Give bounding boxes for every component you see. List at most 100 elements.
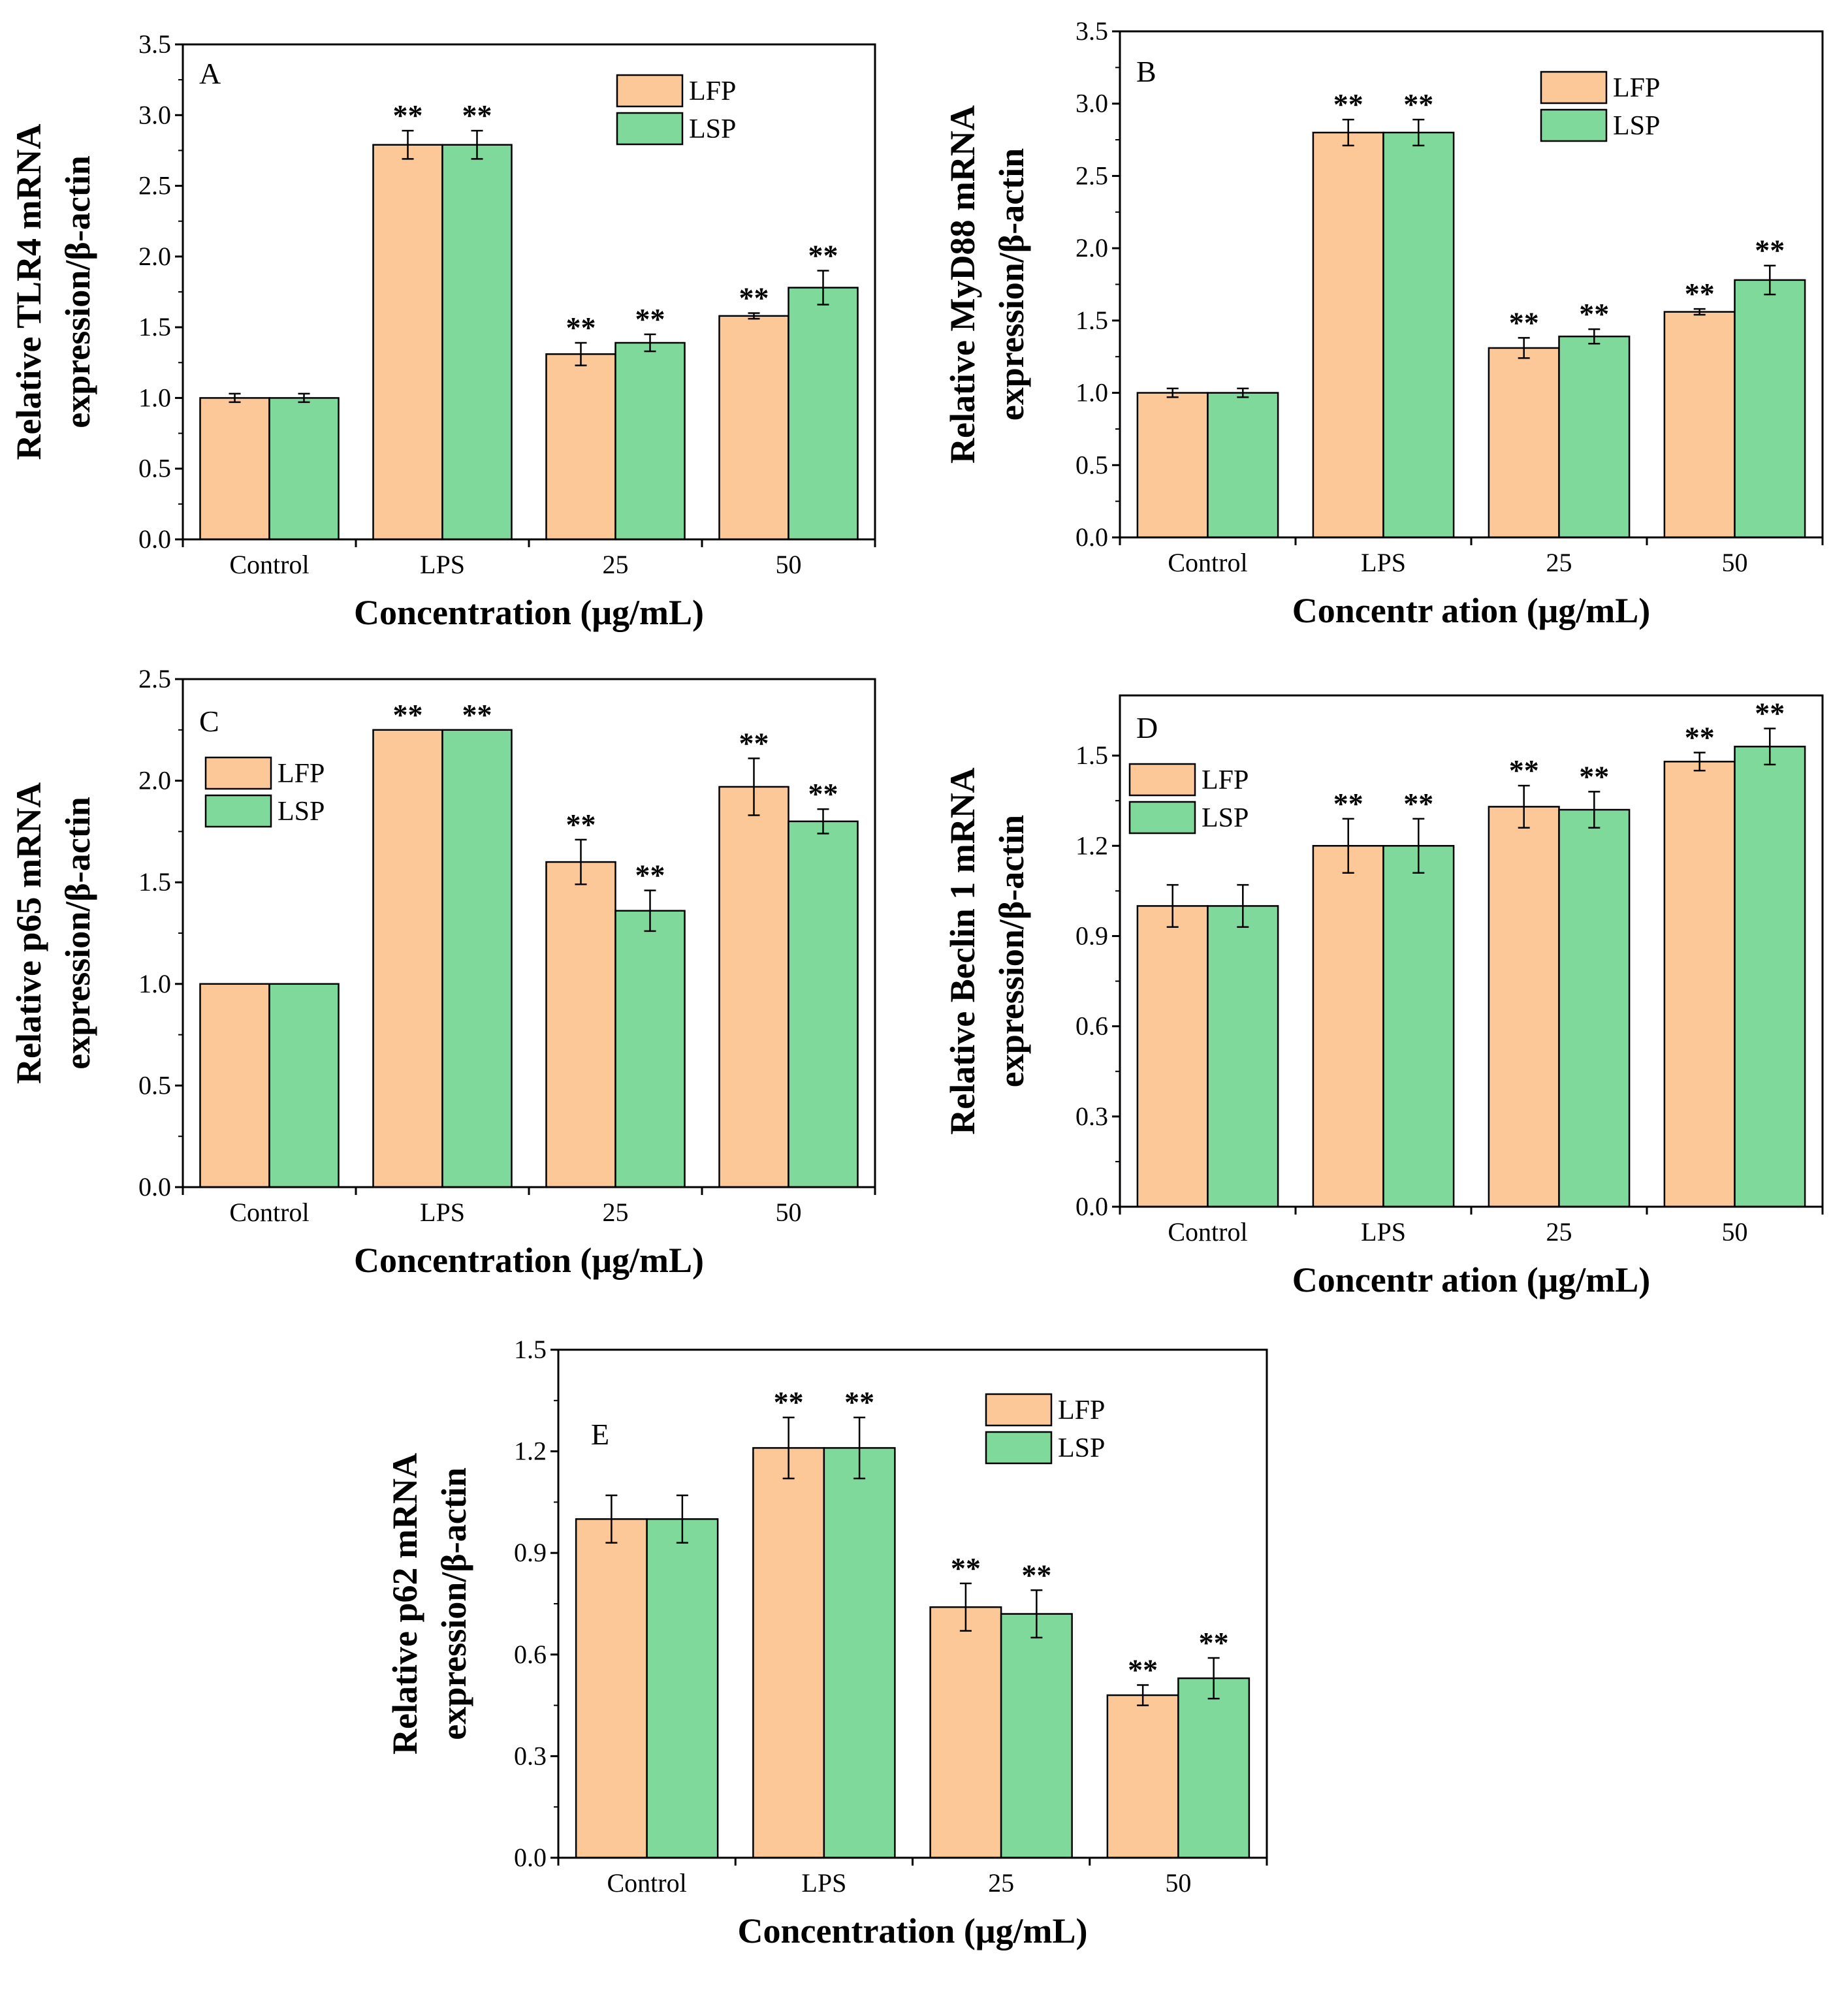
significance-mark: **: [1685, 277, 1715, 310]
y-tick-label: 0.3: [1075, 1102, 1108, 1131]
x-category-label: 25: [603, 1198, 629, 1227]
significance-mark: **: [808, 239, 838, 272]
bar-lsp-50: [1177, 1677, 1251, 1859]
y-tick-label: 0.3: [514, 1741, 547, 1770]
legend-swatch-lsp: [1128, 801, 1196, 835]
x-category-label: 25: [1546, 1217, 1572, 1247]
legend-label-lfp: LFP: [1058, 1395, 1105, 1425]
significance-mark: **: [462, 698, 492, 731]
y-tick-label: 0.0: [138, 1172, 171, 1201]
bar-lsp-control: [646, 1518, 719, 1859]
y-tick-label: 0.5: [138, 454, 171, 483]
y-axis-title-line: expression/β-actin: [992, 815, 1031, 1087]
y-axis-title-line: expression/β-actin: [434, 1467, 473, 1740]
x-category-label: 25: [988, 1868, 1014, 1898]
panel-e: ** ** ** ** ** ** 0.0 0.3 0.6 0.9 1.2 1.5 Control LPS…: [385, 1335, 1268, 1950]
x-category-label: 25: [1546, 548, 1572, 577]
significance-mark: **: [1128, 1653, 1158, 1686]
y-tick-label: 1.5: [1075, 306, 1108, 335]
x-category-label: 50: [1165, 1868, 1191, 1898]
legend-label-lfp: LFP: [1202, 765, 1249, 795]
y-tick-label: 1.2: [514, 1437, 547, 1466]
significance-mark: **: [393, 698, 423, 731]
y-tick-label: 1.0: [138, 383, 171, 412]
y-tick-label: 3.5: [138, 29, 171, 59]
significance-mark: **: [1333, 787, 1363, 820]
y-axis-title-line: expression/β-actin: [58, 155, 97, 428]
x-category-label: LPS: [801, 1868, 846, 1898]
legend-label-lsp: LSP: [1613, 111, 1660, 141]
bar-lsp-25: [614, 342, 686, 541]
x-category-label: Control: [607, 1868, 687, 1898]
legend-swatch-lsp: [985, 1431, 1053, 1465]
y-tick-label: 2.0: [138, 766, 171, 795]
bar-lsp-25: [614, 910, 686, 1188]
x-category-label: 50: [1722, 1217, 1748, 1247]
legend: LFP LSP: [204, 756, 325, 828]
y-tick-label: 1.5: [1075, 740, 1108, 770]
significance-mark: **: [1755, 697, 1785, 730]
bar-lfp-50: [1663, 311, 1736, 539]
y-tick-label: 1.5: [138, 867, 171, 897]
x-category-label: Control: [1168, 1217, 1247, 1247]
x-category-label: Control: [1168, 548, 1247, 577]
y-tick-label: 0.0: [514, 1843, 547, 1872]
significance-mark: **: [566, 808, 596, 841]
bar-lsp-control: [268, 983, 340, 1188]
y-tick-label: 0.6: [1075, 1011, 1108, 1041]
panel-d: ** ** ** ** ** ** 0.0 0.3 0.6 0.9 1.2 1.5 Control LPS…: [943, 694, 1824, 1299]
y-tick-label: 0.0: [1075, 1192, 1108, 1221]
significance-mark: **: [774, 1386, 804, 1419]
x-category-label: LPS: [1361, 548, 1406, 577]
y-tick-label: 1.0: [1075, 378, 1108, 407]
legend-swatch-lsp: [616, 112, 684, 146]
y-tick-label: 0.6: [514, 1640, 547, 1669]
legend: LFP LSP: [1128, 763, 1249, 835]
x-category-label: 50: [1722, 548, 1748, 577]
bar-lfp-control: [199, 397, 270, 541]
panel-letter: B: [1136, 55, 1156, 88]
y-tick-label: 2.5: [138, 664, 171, 693]
legend-swatch-lfp: [1128, 763, 1196, 797]
y-tick-label: 0.5: [1075, 450, 1108, 479]
y-tick-label: 0.5: [138, 1070, 171, 1100]
legend-label-lfp: LFP: [1613, 73, 1660, 103]
y-axis-title-line: Relative Beclin 1 mRNA: [943, 767, 982, 1134]
y-tick-label: 3.0: [138, 100, 171, 129]
significance-mark: **: [1579, 759, 1609, 793]
y-tick-label: 2.0: [1075, 233, 1108, 263]
y-tick-label: 0.9: [514, 1538, 547, 1567]
bar-lfp-25: [1488, 347, 1560, 539]
bar-lfp-25: [929, 1606, 1002, 1859]
panel-letter: A: [199, 57, 221, 90]
bar-lsp-lps: [823, 1447, 896, 1859]
legend-swatch-lfp: [1540, 71, 1608, 104]
x-axis-title: Concentration (μg/mL): [737, 1911, 1087, 1950]
significance-mark: **: [1403, 88, 1433, 121]
significance-mark: **: [1509, 306, 1539, 339]
legend-label-lfp: LFP: [278, 759, 325, 789]
y-axis-title-line: Relative TLR4 mRNA: [9, 124, 48, 460]
x-category-label: Control: [229, 1198, 309, 1227]
y-tick-label: 2.0: [138, 242, 171, 271]
legend-label-lfp: LFP: [689, 76, 736, 106]
y-tick-label: 1.0: [138, 969, 171, 998]
y-tick-label: 1.5: [514, 1335, 547, 1364]
y-tick-label: 3.0: [1075, 89, 1108, 118]
bar-lsp-50: [1734, 746, 1806, 1208]
bar-lsp-25: [1558, 335, 1631, 539]
bar-lfp-50: [718, 786, 789, 1188]
y-tick-label: 0.9: [1075, 921, 1108, 950]
legend: LFP LSP: [1540, 71, 1660, 142]
legend-label-lsp: LSP: [689, 114, 736, 144]
y-axis-title-line: expression/β-actin: [58, 797, 97, 1069]
bar-lfp-50: [1106, 1694, 1179, 1859]
significance-mark: **: [1333, 88, 1363, 121]
bar-lfp-lps: [1312, 845, 1384, 1208]
legend-swatch-lfp: [985, 1393, 1053, 1427]
y-tick-label: 1.2: [1075, 831, 1108, 860]
bar-lfp-control: [199, 983, 270, 1188]
x-category-label: 50: [776, 1198, 802, 1227]
bar-lfp-lps: [752, 1447, 825, 1859]
